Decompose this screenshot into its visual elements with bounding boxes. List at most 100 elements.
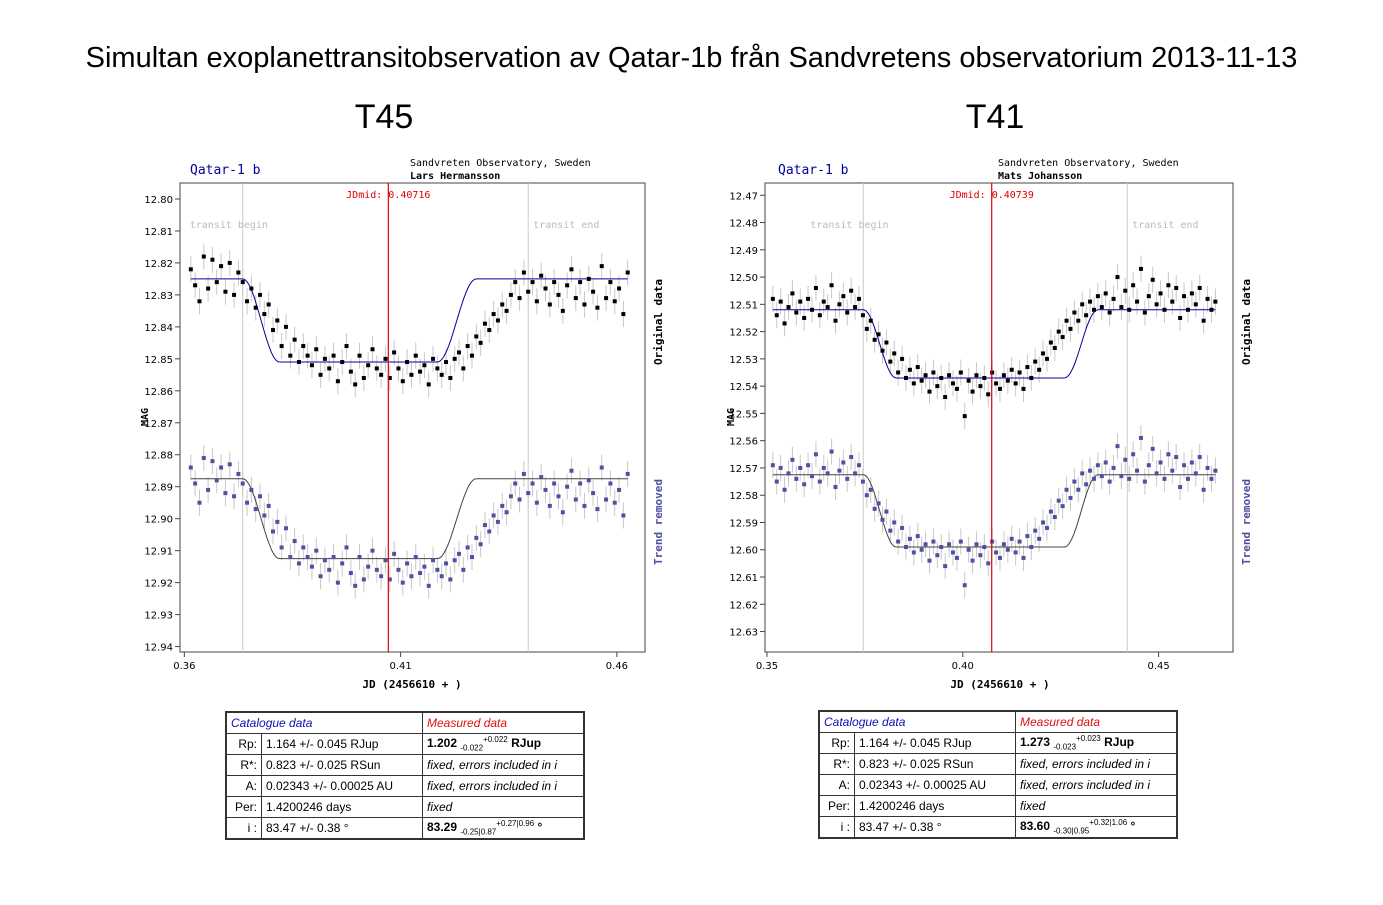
measured-value-cell: 83.60 -0.30|0.95+0.32|1.06 ° xyxy=(1015,816,1178,839)
data-point xyxy=(994,550,999,555)
data-point xyxy=(530,280,535,285)
measured-unit: RJup xyxy=(511,736,542,751)
data-point xyxy=(271,529,275,534)
data-point xyxy=(774,479,779,484)
data-point xyxy=(1009,367,1014,372)
data-point xyxy=(978,553,983,558)
data-point xyxy=(1021,386,1026,391)
y-axis-label: MAG xyxy=(726,408,737,426)
x-axis-label: JD (2456610 + ) xyxy=(950,678,1049,691)
table-row: A: 0.02343 +/- 0.00025 AU fixed, errors … xyxy=(225,775,585,797)
data-point xyxy=(275,318,280,323)
data-point xyxy=(219,465,224,470)
data-point xyxy=(1162,307,1167,312)
y-tick-label: 12.63 xyxy=(729,628,758,639)
model-curve xyxy=(772,474,1216,548)
data-point xyxy=(1209,476,1214,481)
data-point xyxy=(418,369,423,374)
data-point xyxy=(392,350,397,355)
y-tick-label: 12.48 xyxy=(729,219,758,230)
data-point xyxy=(504,308,509,313)
data-point xyxy=(296,561,301,566)
data-point xyxy=(1103,460,1108,465)
param-label: R*: xyxy=(818,753,855,775)
data-point xyxy=(1189,460,1194,465)
measured-value: fixed, errors included in i xyxy=(422,754,585,776)
data-point xyxy=(1138,435,1143,440)
measured-unit: ° xyxy=(537,820,543,835)
data-point xyxy=(374,567,379,572)
data-point xyxy=(608,481,613,486)
data-point xyxy=(465,344,470,349)
data-point xyxy=(366,363,371,368)
y-tick-label: 12.83 xyxy=(144,291,173,302)
table-header-row: Catalogue data Measured data xyxy=(225,711,585,734)
data-point xyxy=(939,375,944,380)
data-point xyxy=(197,299,202,304)
data-point xyxy=(1095,463,1100,468)
data-point xyxy=(392,551,397,556)
data-point xyxy=(552,481,557,486)
data-point xyxy=(461,567,466,572)
data-point xyxy=(1197,455,1202,460)
data-point xyxy=(188,267,193,272)
data-point xyxy=(966,547,971,552)
data-point xyxy=(1193,471,1198,476)
data-point xyxy=(1189,291,1194,296)
data-point xyxy=(517,296,522,301)
data-point xyxy=(798,465,803,470)
data-point xyxy=(911,550,916,555)
data-point xyxy=(469,353,474,358)
data-point xyxy=(813,285,818,290)
data-point xyxy=(935,553,940,558)
data-point xyxy=(521,471,526,476)
data-point xyxy=(790,457,795,462)
data-point xyxy=(1107,479,1112,484)
catalogue-value: 0.823 +/- 0.025 RSun xyxy=(261,754,423,776)
target-name: Qatar-1 b xyxy=(778,163,849,178)
data-point xyxy=(1150,446,1155,451)
data-point xyxy=(262,312,267,317)
panel-title-right: T41 xyxy=(965,98,1025,136)
data-point xyxy=(612,299,617,304)
data-point xyxy=(1033,528,1038,533)
data-point xyxy=(279,344,284,349)
data-point xyxy=(379,574,384,579)
y-tick-label: 12.49 xyxy=(729,246,758,257)
data-point xyxy=(782,487,787,492)
transit-begin-label: transit begin xyxy=(190,220,268,231)
measured-unit: RJup xyxy=(1104,735,1135,750)
data-point xyxy=(982,545,987,550)
measured-value: 1.202 xyxy=(427,736,458,751)
data-point xyxy=(188,465,193,470)
main-title: Simultan exoplanettransitobservation av … xyxy=(85,42,1298,74)
data-point xyxy=(778,465,783,470)
data-point xyxy=(405,561,410,566)
data-point xyxy=(1182,463,1187,468)
data-point xyxy=(322,558,327,563)
data-point xyxy=(409,372,414,377)
data-point xyxy=(982,375,987,380)
data-point xyxy=(994,381,999,386)
data-point xyxy=(331,353,336,358)
data-point xyxy=(770,463,775,468)
data-point xyxy=(950,381,955,386)
data-point xyxy=(435,366,440,371)
data-point xyxy=(262,513,267,518)
data-point xyxy=(322,356,327,361)
data-point xyxy=(880,348,885,353)
data-point xyxy=(201,254,206,259)
data-point xyxy=(1158,291,1163,296)
measured-value: fixed xyxy=(422,796,585,818)
data-point xyxy=(888,359,893,364)
data-point xyxy=(348,369,353,374)
data-point xyxy=(974,542,979,547)
data-point xyxy=(1185,307,1190,312)
data-point xyxy=(962,583,967,588)
data-point xyxy=(400,580,405,585)
data-point xyxy=(997,386,1002,391)
data-point xyxy=(1095,294,1100,299)
data-point xyxy=(193,481,198,486)
data-point xyxy=(1142,479,1147,484)
data-point xyxy=(621,513,626,518)
